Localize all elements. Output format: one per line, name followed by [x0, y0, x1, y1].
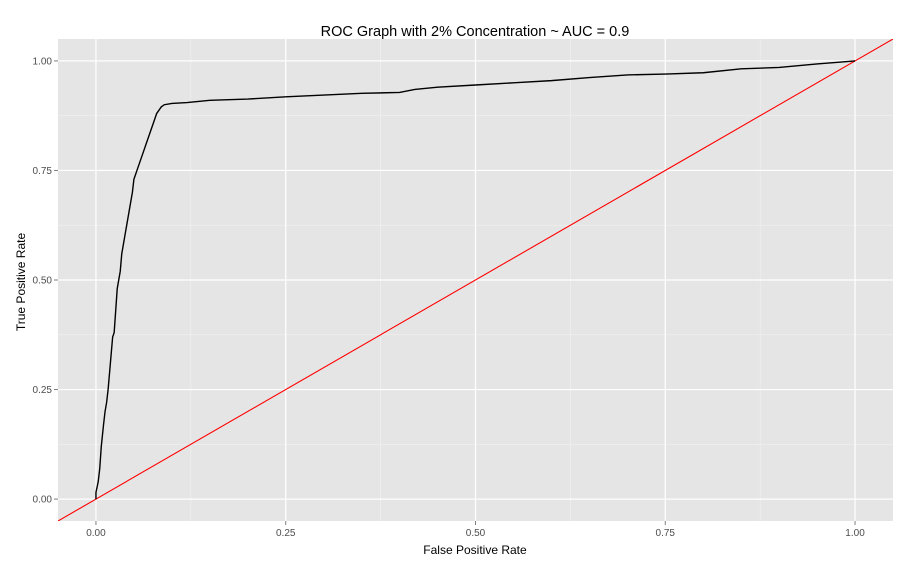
x-axis-title: False Positive Rate — [423, 543, 527, 557]
y-tick-label: 1.00 — [33, 56, 53, 67]
x-tick-label: 1.00 — [845, 528, 865, 539]
y-axis-title: True Positive Rate — [14, 233, 28, 332]
roc-curve-line — [95, 60, 856, 500]
y-axis-ticks: 0.00 0.25 0.50 0.75 1.00 — [33, 56, 58, 506]
diagonal-reference-line — [58, 39, 893, 521]
x-tick-label: 0.25 — [276, 528, 296, 539]
y-tick-label: 0.00 — [33, 495, 53, 506]
series-layer — [58, 39, 893, 521]
x-tick-label: 0.00 — [86, 528, 106, 539]
y-tick-label: 0.25 — [33, 385, 53, 396]
x-tick-label: 0.75 — [656, 528, 676, 539]
x-tick-label: 0.50 — [466, 528, 486, 539]
y-tick-label: 0.75 — [33, 166, 53, 177]
chart-title: ROC Graph with 2% Concentration ~ AUC = … — [321, 24, 630, 40]
x-axis-ticks: 0.00 0.25 0.50 0.75 1.00 — [86, 521, 865, 539]
y-tick-label: 0.50 — [33, 276, 53, 287]
